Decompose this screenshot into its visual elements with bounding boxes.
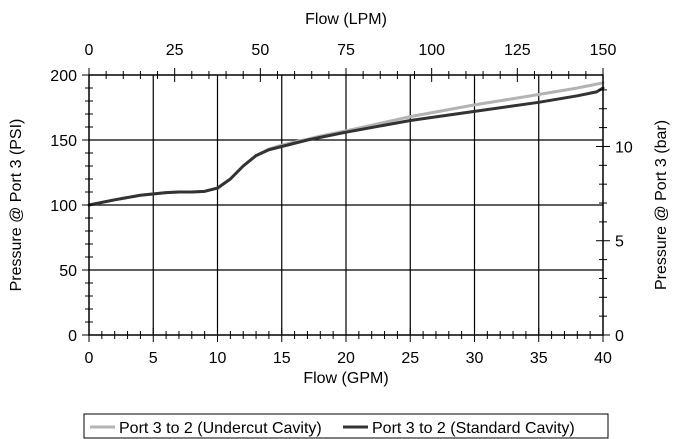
y2-tick-label: 5 <box>615 234 624 251</box>
series-line-1 <box>87 86 605 207</box>
x-tick-label: 20 <box>337 350 355 367</box>
x2-tick-label: 50 <box>251 42 269 59</box>
grid <box>89 75 603 335</box>
y-tick-label: 150 <box>50 133 77 150</box>
x-tick-label: 10 <box>209 350 227 367</box>
x2-tick-label: 25 <box>166 42 184 59</box>
y-tick-label: 200 <box>50 68 77 85</box>
x2-tick-label: 0 <box>85 42 94 59</box>
tick-labels: 0 5 10 15 20 25 30 35 400 25 50 75 100 125 15005010015… <box>50 42 633 367</box>
y-tick-label: 50 <box>59 263 77 280</box>
x-tick-label: 30 <box>466 350 484 367</box>
y-axis-title: Pressure @ Port 3 (PSI) <box>8 119 25 292</box>
x2-tick-label: 125 <box>504 42 531 59</box>
x2-tick-label: 150 <box>590 42 617 59</box>
series-lines <box>87 81 605 207</box>
y-tick-label: 0 <box>68 328 77 345</box>
legend-label-undercut: Port 3 to 2 (Undercut Cavity) <box>119 420 322 437</box>
x-tick-label: 25 <box>401 350 419 367</box>
x-tick-label: 40 <box>594 350 612 367</box>
x-tick-label: 15 <box>273 350 291 367</box>
y2-tick-label: 0 <box>615 328 624 345</box>
x2-tick-label: 100 <box>418 42 445 59</box>
x-axis-title: Flow (GPM) <box>303 370 388 387</box>
y2-axis-title: Pressure @ Port 3 (bar) <box>653 120 670 290</box>
x2-axis-title: Flow (LPM) <box>305 11 387 28</box>
legend-label-standard: Port 3 to 2 (Standard Cavity) <box>372 420 575 437</box>
y2-tick-label: 10 <box>615 139 633 156</box>
x-tick-label: 5 <box>149 350 158 367</box>
legend: Port 3 to 2 (Undercut Cavity) Port 3 to … <box>83 413 609 439</box>
x-tick-label: 0 <box>85 350 94 367</box>
x-tick-label: 35 <box>530 350 548 367</box>
tick-marks <box>82 68 610 342</box>
y-tick-label: 100 <box>50 198 77 215</box>
x2-tick-label: 75 <box>337 42 355 59</box>
